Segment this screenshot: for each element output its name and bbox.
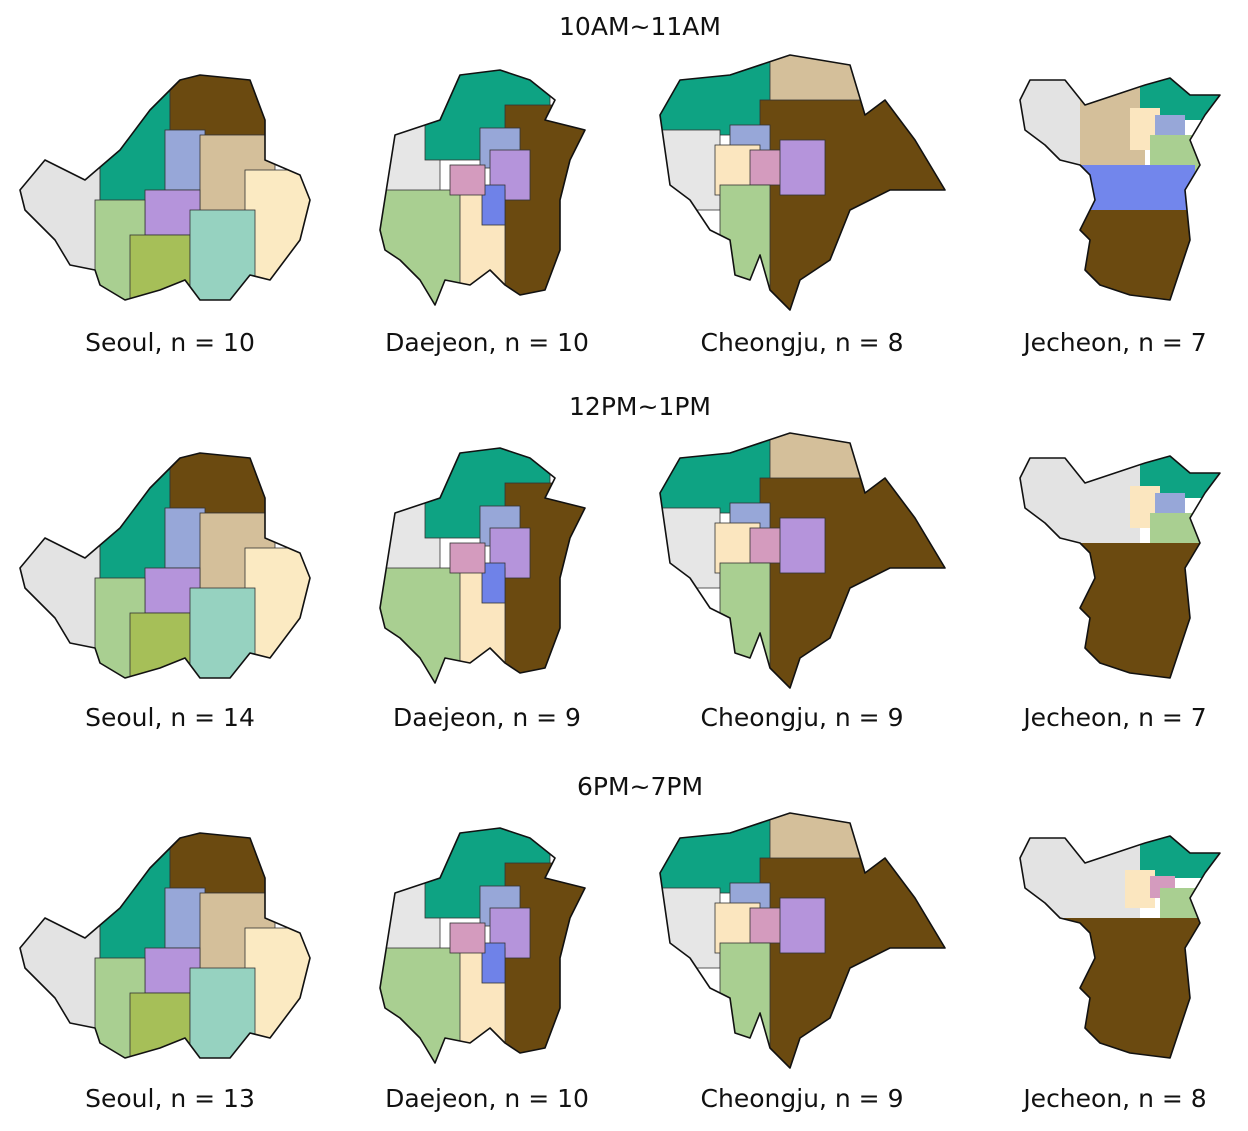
jecheon-map — [1019, 455, 1221, 679]
jecheon-map — [1019, 835, 1221, 1059]
cheongju-map — [650, 50, 950, 320]
seoul-map — [0, 818, 315, 1078]
seoul-map — [0, 438, 315, 698]
row-2: 12PM~1PM Seoul, n = 14 Daejeon, n = 9 Ch… — [0, 392, 1221, 732]
row-title: 6PM~7PM — [577, 772, 703, 801]
map-caption: Cheongju, n = 9 — [701, 1084, 904, 1113]
row-1: 10AM~11AM Seoul, n = 10 Daejeon, n = 10 … — [0, 12, 1230, 357]
map-caption: Jecheon, n = 7 — [1021, 328, 1206, 357]
map-caption: Seoul, n = 14 — [85, 703, 255, 732]
map-caption: Jecheon, n = 8 — [1021, 1084, 1206, 1113]
seoul-map — [0, 60, 315, 320]
map-caption: Daejeon, n = 10 — [385, 328, 589, 357]
row-title: 12PM~1PM — [569, 392, 711, 421]
daejeon-map — [370, 438, 595, 688]
map-caption: Daejeon, n = 10 — [385, 1084, 589, 1113]
daejeon-map — [370, 818, 595, 1068]
cheongju-map — [650, 808, 950, 1078]
map-caption: Daejeon, n = 9 — [393, 703, 581, 732]
row-title: 10AM~11AM — [559, 12, 721, 41]
map-caption: Seoul, n = 13 — [85, 1084, 255, 1113]
daejeon-map — [370, 60, 595, 310]
map-caption: Jecheon, n = 7 — [1021, 703, 1206, 732]
cheongju-map — [650, 428, 950, 698]
map-caption: Seoul, n = 10 — [85, 328, 255, 357]
jecheon-map — [1010, 70, 1230, 310]
row-3: 6PM~7PM Seoul, n = 13 Daejeon, n = 10 Ch… — [0, 772, 1221, 1113]
map-caption: Cheongju, n = 9 — [701, 703, 904, 732]
map-caption: Cheongju, n = 8 — [701, 328, 904, 357]
